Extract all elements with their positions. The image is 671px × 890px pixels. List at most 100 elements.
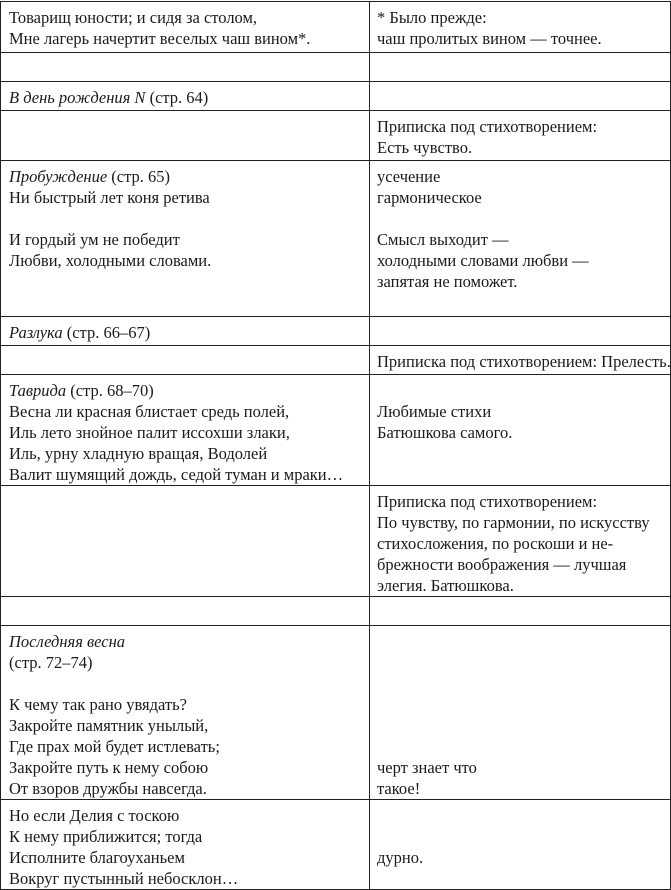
line-text: От взоров дружбы навсегда. (9, 779, 207, 798)
poem-cell: Товарищ юности; и сидя за столом, Мне лаг… (0, 1, 370, 53)
comment-cell: черт знает что такое! (369, 625, 671, 800)
poem-title: Таврида (9, 381, 67, 400)
line-text: усечение (377, 167, 441, 186)
line-text: Товарищ юности; и сидя за столом, (9, 8, 258, 27)
line-text: черт знает что (377, 758, 477, 777)
poem-cell: Но если Делия с тоскою К нему приближится… (0, 799, 370, 890)
line-text: К нему приближится; тогда (9, 827, 203, 846)
text-line: гармоническое (377, 187, 670, 208)
text-line: такое! (377, 778, 670, 799)
table-row: В день рождения N (стр. 64) (0, 81, 671, 111)
text-line (377, 736, 670, 757)
text-line: Разлука (стр. 66–67) (9, 322, 369, 343)
comment-cell: дурно. (369, 799, 671, 890)
table-row: Приписка под стихотворением: По чувству, … (0, 485, 671, 597)
text-line: Иль, урну хладную вращая, Водолей (9, 443, 369, 464)
line-text: Иль лето знойное палит иссохши злаки, (9, 423, 290, 442)
text-line (377, 805, 670, 826)
poem-cell (0, 52, 370, 82)
text-line: Мне лагерь начертит веселых чаш вином*. (9, 28, 369, 49)
text-line (9, 208, 369, 229)
text-line (377, 380, 670, 401)
line-text: Весна ли красная блистает средь полей, (9, 402, 290, 421)
line-text: Есть чувство. (377, 138, 473, 157)
text-line: (стр. 72–74) (9, 652, 369, 673)
poem-cell (0, 110, 370, 161)
text-line: К чему так рано увядать? (9, 694, 369, 715)
comment-cell: Любимые стихи Батюшкова самого. (369, 374, 671, 486)
line-text: (стр. 68–70) (66, 381, 154, 400)
line-text: Приписка под стихотворением: (377, 117, 598, 136)
text-line: Есть чувство. (377, 137, 670, 158)
line-text: * Было прежде: (377, 8, 487, 27)
line-text: брежности воображения — лучшая (377, 555, 627, 574)
line-text: Смысл выходит — (377, 230, 509, 249)
text-line: Валит шумящий дождь, седой туман и мраки… (9, 464, 369, 485)
text-line: Иль лето знойное палит иссохши злаки, (9, 422, 369, 443)
text-line: Таврида (стр. 68–70) (9, 380, 369, 401)
text-line: Ни быстрый лет коня ретива (9, 187, 369, 208)
text-line: усечение (377, 166, 670, 187)
text-line: стихосложения, по роскоши и не- (377, 533, 670, 554)
table-row (0, 596, 671, 626)
text-line: черт знает что (377, 757, 670, 778)
line-text: (стр. 64) (145, 88, 209, 107)
text-line: От взоров дружбы навсегда. (9, 778, 369, 799)
poem-title: Разлука (9, 323, 63, 342)
text-line: * Было прежде: (377, 7, 670, 28)
text-line: холодными словами любви — (377, 250, 670, 271)
line-text: гармоническое (377, 188, 482, 207)
text-line: К нему приближится; тогда (9, 826, 369, 847)
line-text: К чему так рано увядать? (9, 695, 187, 714)
text-line: Приписка под стихотворением: (377, 116, 670, 137)
line-text: Вокруг пустынный небосклон… (9, 869, 239, 888)
text-line (377, 673, 670, 694)
text-line (377, 631, 670, 652)
poem-cell: Последняя весна (стр. 72–74) К чему так ра… (0, 625, 370, 800)
text-line (377, 694, 670, 715)
poem-cell: Пробуждение (стр. 65) Ни быстрый лет коня… (0, 160, 370, 317)
poem-title: Пробуждение (9, 167, 108, 186)
text-line: Товарищ юности; и сидя за столом, (9, 7, 369, 28)
line-text: Любимые стихи (377, 402, 492, 421)
text-line: По чувству, по гармонии, по искусству (377, 512, 670, 533)
text-line: брежности воображения — лучшая (377, 554, 670, 575)
table-row: Но если Делия с тоскою К нему приближится… (0, 799, 671, 890)
text-line (377, 826, 670, 847)
line-text: (стр. 65) (107, 167, 171, 186)
line-text: элегия. Батюшкова. (377, 576, 514, 595)
line-text: Ни быстрый лет коня ретива (9, 188, 210, 207)
line-text: чаш пролитых вином — точнее. (377, 29, 602, 48)
text-line (377, 715, 670, 736)
table-row: Пробуждение (стр. 65) Ни быстрый лет коня… (0, 160, 671, 317)
text-line: чаш пролитых вином — точнее. (377, 28, 670, 49)
line-text: Где прах мой будет истлевать; (9, 737, 220, 756)
text-line: И гордый ум не победит (9, 229, 369, 250)
comment-cell: * Было прежде: чаш пролитых вином — точне… (369, 1, 671, 53)
poem-title: В день рождения N (9, 88, 146, 107)
line-text: дурно. (377, 848, 424, 867)
text-line: В день рождения N (стр. 64) (9, 87, 369, 108)
line-text: Иль, урну хладную вращая, Водолей (9, 444, 268, 463)
line-text: запятая не поможет. (377, 272, 518, 291)
comment-cell (369, 316, 671, 346)
text-line: Любви, холодными словами. (9, 250, 369, 271)
text-line: Где прах мой будет истлевать; (9, 736, 369, 757)
poem-title: Последняя весна (9, 632, 126, 651)
line-text: Валит шумящий дождь, седой туман и мраки… (9, 465, 344, 484)
comment-cell (369, 52, 671, 82)
text-line: Закройте путь к нему собою (9, 757, 369, 778)
line-text: Закройте памятник унылый, (9, 716, 209, 735)
comment-cell: Приписка под стихотворением: Прелесть. (369, 345, 671, 375)
line-text: Приписка под стихотворением: (377, 492, 598, 511)
table-row: Последняя весна (стр. 72–74) К чему так ра… (0, 625, 671, 800)
line-text: Приписка под стихотворением: Прелесть. (377, 352, 671, 371)
line-text: Исполните благоуханьем (9, 848, 185, 867)
text-line: Весна ли красная блистает средь полей, (9, 401, 369, 422)
text-line: Закройте памятник унылый, (9, 715, 369, 736)
line-text: Батюшкова самого. (377, 423, 513, 442)
line-text: Мне лагерь начертит веселых чаш вином*. (9, 29, 311, 48)
text-line: элегия. Батюшкова. (377, 575, 670, 596)
poem-cell (0, 345, 370, 375)
text-line (9, 673, 369, 694)
